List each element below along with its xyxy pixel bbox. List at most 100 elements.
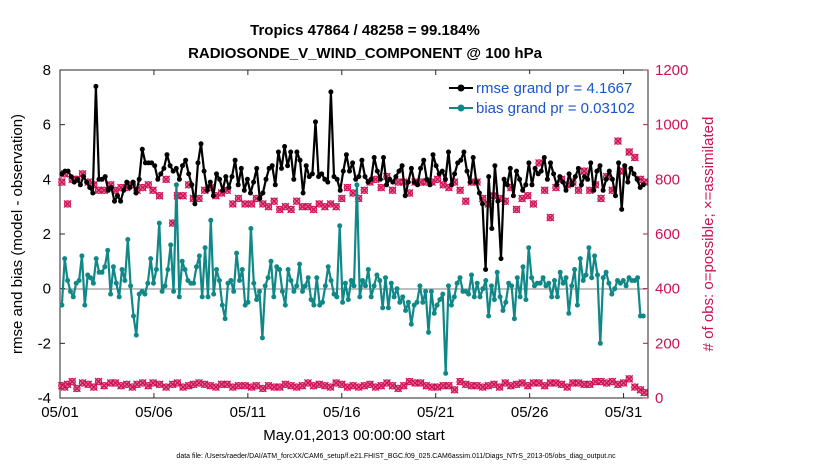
- rmse-point: [238, 165, 244, 171]
- bias-point: [133, 332, 139, 338]
- obs-count-low-cross: [337, 380, 346, 389]
- rmse-point: [300, 190, 306, 196]
- rmse-point: [473, 179, 479, 185]
- obs-count-low-cross: [551, 379, 560, 387]
- rmse-point: [214, 171, 219, 177]
- bias-point: [116, 294, 122, 300]
- obs-count-high-cross: [394, 178, 403, 187]
- bias-point: [377, 278, 383, 283]
- bias-point: [446, 283, 451, 289]
- obs-count-low-cross: [546, 379, 555, 387]
- rmse-point: [575, 165, 581, 171]
- obs-count-low-cross: [529, 379, 538, 387]
- bias-point: [397, 299, 403, 305]
- rmse-point: [489, 226, 495, 231]
- bias-point: [105, 247, 111, 253]
- obs-count-high-cross: [343, 183, 352, 192]
- obs-count-high-cross: [574, 186, 583, 195]
- rmse-point: [606, 168, 612, 174]
- obs-count-high-cross: [382, 172, 391, 181]
- bias-point: [540, 275, 546, 281]
- rmse-point: [507, 165, 513, 171]
- obs-count-high-cross: [298, 202, 307, 211]
- bias-point: [426, 329, 431, 335]
- rmse-point: [594, 168, 600, 174]
- rmse-point: [204, 187, 210, 193]
- bias-point: [580, 278, 586, 283]
- bias-point: [334, 294, 340, 300]
- rmse-point: [167, 163, 173, 169]
- rmse-point: [303, 163, 309, 169]
- bias-point: [131, 313, 136, 319]
- rmse-point: [461, 149, 467, 155]
- bias-point: [443, 370, 449, 376]
- y-tick-label: 8: [43, 62, 51, 79]
- rmse-point: [201, 168, 207, 174]
- rmse-point: [415, 182, 420, 188]
- rmse-point: [613, 193, 618, 199]
- bias-point: [228, 278, 234, 283]
- bias-point: [408, 321, 414, 327]
- bias-point: [113, 280, 119, 286]
- obs-count-low-cross: [388, 381, 397, 390]
- rmse-point: [90, 190, 96, 196]
- rmse-point: [544, 176, 550, 182]
- obs-count-low-cross: [444, 381, 453, 390]
- bias-point: [257, 288, 262, 294]
- rmse-point: [501, 176, 507, 182]
- rmse-point: [619, 206, 625, 212]
- x-tick-label: 05/31: [605, 404, 643, 421]
- rmse-point: [603, 176, 609, 182]
- rmse-point: [384, 182, 390, 188]
- bias-point: [552, 278, 557, 283]
- x-axis-label: May.01,2013 00:00:00 start: [263, 427, 445, 444]
- rmse-point: [102, 174, 108, 180]
- rmse-point: [309, 171, 315, 177]
- bias-point: [635, 275, 641, 281]
- y2-tick-label: 1000: [655, 117, 688, 134]
- x-tick-label: 05/16: [323, 404, 361, 421]
- rmse-point: [585, 176, 591, 182]
- obs-count-low-cross: [405, 377, 414, 386]
- y2-tick-label: 200: [655, 335, 680, 352]
- bias-point: [348, 278, 354, 283]
- y-tick-label: 2: [43, 226, 51, 243]
- obs-count-low-cross: [315, 380, 324, 389]
- rmse-point: [291, 176, 297, 182]
- rmse-point: [640, 182, 646, 188]
- rmse-point: [279, 165, 284, 171]
- rmse-point: [356, 174, 362, 180]
- rmse-point: [402, 193, 408, 199]
- obs-count-high-cross: [144, 180, 153, 189]
- rmse-point: [77, 182, 83, 188]
- rmse-point: [563, 187, 569, 193]
- bias-point: [574, 302, 580, 308]
- rmse-point: [374, 168, 380, 174]
- bias-point: [371, 283, 377, 289]
- bias-point: [546, 280, 552, 286]
- bias-point: [609, 291, 615, 297]
- obs-count-high-cross: [258, 199, 267, 208]
- bias-point: [566, 310, 572, 316]
- bias-point: [420, 299, 426, 305]
- obs-count-high-cross: [597, 194, 605, 203]
- bias-point: [162, 283, 168, 289]
- obs-count-low-cross: [467, 381, 476, 390]
- y2-tick-labels: 0 200 400 600 800 1000 1200: [655, 62, 688, 407]
- chart-subtitle: RADIOSONDE_V_WIND_COMPONENT @ 100 hPa: [188, 45, 543, 62]
- bias-point: [569, 283, 575, 289]
- legend-rmse-marker: [457, 84, 465, 92]
- bias-point: [251, 280, 257, 286]
- bias-point: [466, 291, 472, 297]
- rmse-point: [81, 174, 86, 180]
- y2-axis-label: # of obs: o=possible; ×=assimilated: [700, 117, 717, 352]
- obs-count-low-cross: [636, 385, 645, 394]
- obs-count-high-cross: [456, 186, 465, 195]
- rmse-point: [523, 182, 529, 188]
- rmse-point: [189, 182, 195, 188]
- rmse-point: [229, 174, 235, 180]
- bias-point: [125, 237, 131, 242]
- bias-point: [620, 278, 626, 283]
- bias-point: [560, 280, 566, 286]
- bias-point: [191, 280, 197, 286]
